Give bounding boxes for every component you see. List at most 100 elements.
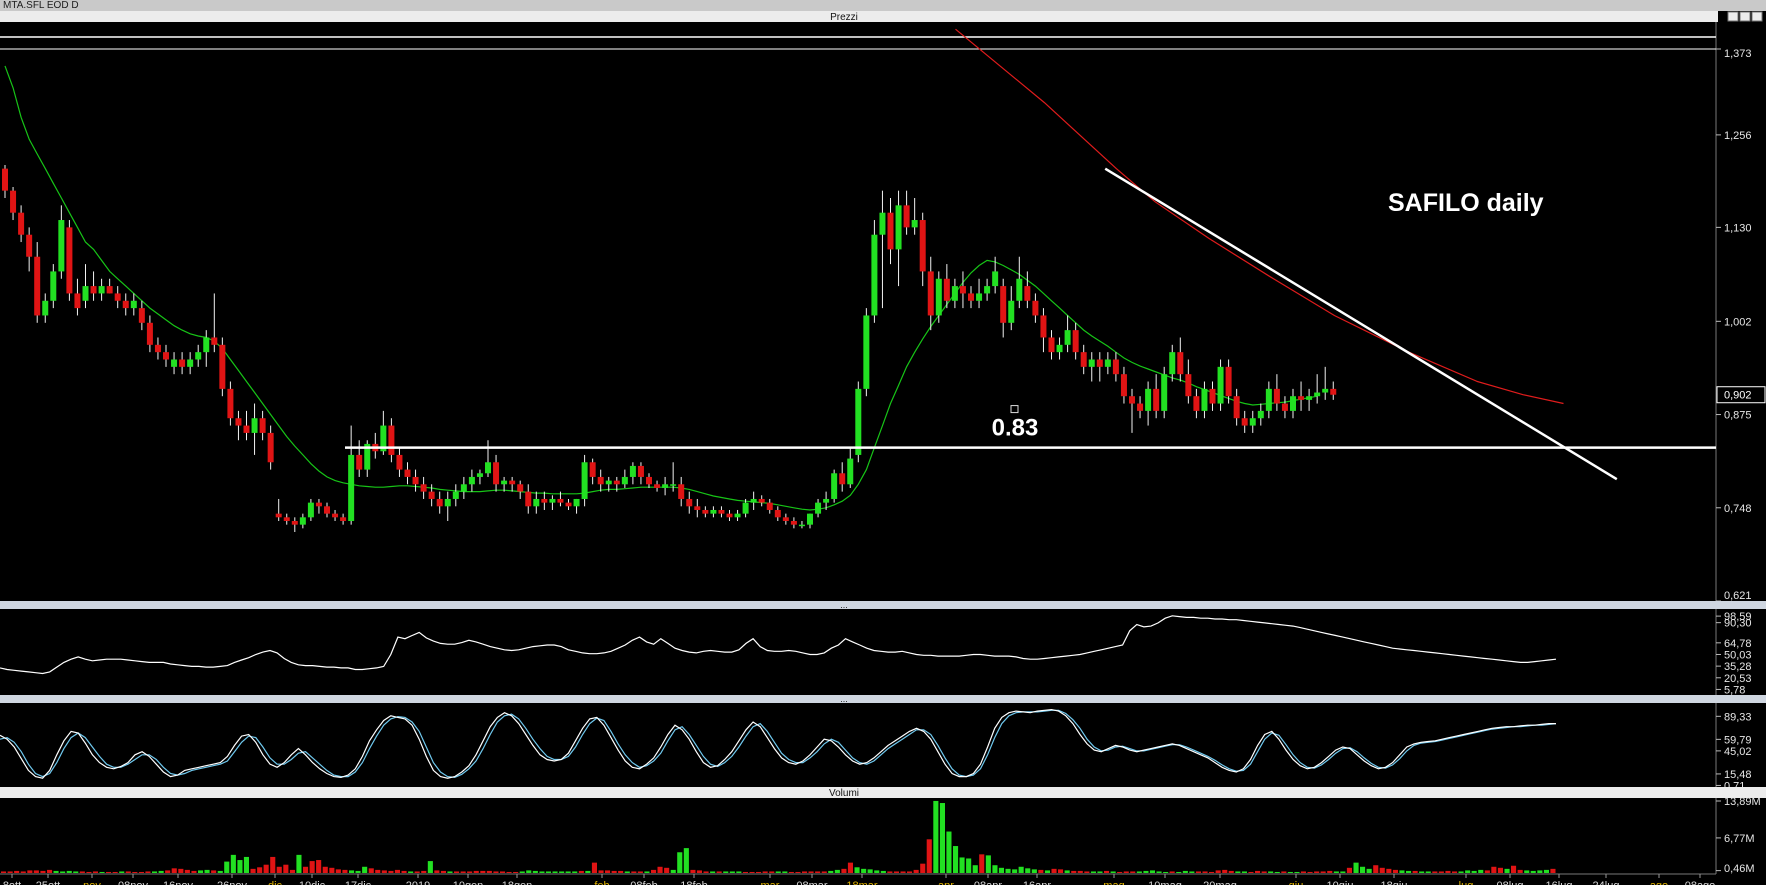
last-price-box xyxy=(1716,386,1766,404)
panel-divider-1[interactable] xyxy=(0,601,1766,609)
volume-bar xyxy=(237,860,243,873)
volume-y-axis: 13,89M 6,77M 0,46M xyxy=(1716,796,1761,875)
candle-body xyxy=(927,271,934,316)
volume-bar xyxy=(815,871,821,873)
candlesticks xyxy=(2,164,1337,532)
volume-bar xyxy=(591,862,597,873)
volume-bar xyxy=(119,871,125,873)
support-label: 0.83 xyxy=(992,415,1039,442)
x-tick-label: 18gen xyxy=(502,880,533,885)
volume-bar xyxy=(1287,871,1293,873)
candle-body xyxy=(18,212,25,235)
candle-body xyxy=(436,498,443,507)
candle-body xyxy=(589,462,596,477)
x-tick-label: ago xyxy=(1650,880,1668,885)
rsi-y-tick-label: 35,28 xyxy=(1724,661,1752,673)
volume-bar xyxy=(1366,868,1372,873)
candle-body xyxy=(1096,359,1103,367)
stoch-y-tick-label: 45,02 xyxy=(1724,746,1752,758)
stochastic-lines xyxy=(0,708,1557,779)
candle-body xyxy=(243,425,250,433)
close-icon[interactable] xyxy=(1751,11,1763,22)
volume-bar xyxy=(762,871,768,873)
volume-bar xyxy=(939,803,945,873)
candle-body xyxy=(847,458,854,485)
volume-bar xyxy=(1491,866,1497,873)
candle-body xyxy=(291,520,298,525)
volume-bar xyxy=(1051,868,1057,873)
volume-bar xyxy=(1255,870,1261,873)
volume-bar xyxy=(526,870,532,873)
price-panel-window-buttons[interactable] xyxy=(1727,11,1763,22)
volume-bar xyxy=(552,871,558,873)
volume-bar xyxy=(1143,870,1149,873)
candle-body xyxy=(1257,410,1264,419)
volume-bar xyxy=(1012,869,1018,873)
candle-body xyxy=(10,190,17,213)
candle-body xyxy=(1064,330,1071,345)
candle-body xyxy=(219,344,226,389)
volume-bar xyxy=(394,869,400,873)
volume-bar xyxy=(598,870,604,873)
volume-bar xyxy=(1136,871,1142,873)
candle-body xyxy=(1273,388,1280,404)
volume-bar xyxy=(493,871,499,873)
candle-body xyxy=(307,502,314,518)
volume-bar xyxy=(1517,869,1523,873)
candle-body xyxy=(758,498,765,503)
volume-bar xyxy=(841,868,847,873)
stoch-d-path xyxy=(0,709,1557,779)
volume-bar xyxy=(1169,871,1175,873)
candle-body xyxy=(557,498,564,503)
volume-bar xyxy=(920,863,926,873)
price-y-tick-label: 0,621 xyxy=(1724,590,1752,602)
volume-bar xyxy=(1104,870,1110,873)
stoch-panel-title: ... xyxy=(840,694,848,704)
candle-body xyxy=(404,469,411,477)
volume-bar xyxy=(132,871,138,873)
candle-body xyxy=(122,300,129,309)
candle-body xyxy=(879,212,886,235)
candle-body xyxy=(895,205,902,250)
x-tick-label: 10gen xyxy=(453,880,484,885)
volume-bar xyxy=(1425,871,1431,873)
volume-bar xyxy=(500,871,506,873)
x-tick-label: mar xyxy=(761,880,780,885)
restore-icon[interactable] xyxy=(1739,11,1751,22)
candle-body xyxy=(1104,359,1111,367)
volume-bar xyxy=(565,871,571,873)
volume-panel: 13,89M 6,77M 0,46M xyxy=(1,796,1761,875)
volume-bar xyxy=(651,869,657,873)
volume-bar xyxy=(631,871,637,873)
candle-body xyxy=(1008,300,1015,323)
chart-canvas[interactable]: Prezzi 1,373 1,256 1,130 1,002 0,875 0,748 0,6… xyxy=(0,11,1766,885)
volume-bar xyxy=(20,871,26,873)
volume-bar xyxy=(408,871,414,873)
volume-bar xyxy=(1524,870,1530,873)
candle-body xyxy=(750,498,757,503)
candle-body xyxy=(179,359,186,367)
candle-body xyxy=(831,473,838,499)
volume-bar xyxy=(427,861,433,873)
volume-bar xyxy=(276,866,282,873)
volume-bar xyxy=(53,870,59,873)
candle-body xyxy=(1120,374,1127,397)
candle-body xyxy=(581,462,588,499)
candle-body xyxy=(1088,359,1095,367)
volume-bar xyxy=(434,870,440,873)
volume-bar xyxy=(33,870,39,873)
candle-body xyxy=(1024,286,1031,301)
volume-bar xyxy=(946,831,952,873)
panel-divider-2[interactable] xyxy=(0,695,1766,703)
volume-bar xyxy=(257,867,263,873)
volume-bar xyxy=(788,871,794,873)
volume-bar xyxy=(447,871,453,873)
candle-body xyxy=(90,286,97,294)
volume-bar xyxy=(1530,870,1536,873)
candle-body xyxy=(1137,403,1144,411)
volume-bar xyxy=(152,871,158,873)
volume-bar xyxy=(539,871,545,873)
minimize-icon[interactable] xyxy=(1727,11,1739,22)
volume-bar xyxy=(1445,870,1451,873)
